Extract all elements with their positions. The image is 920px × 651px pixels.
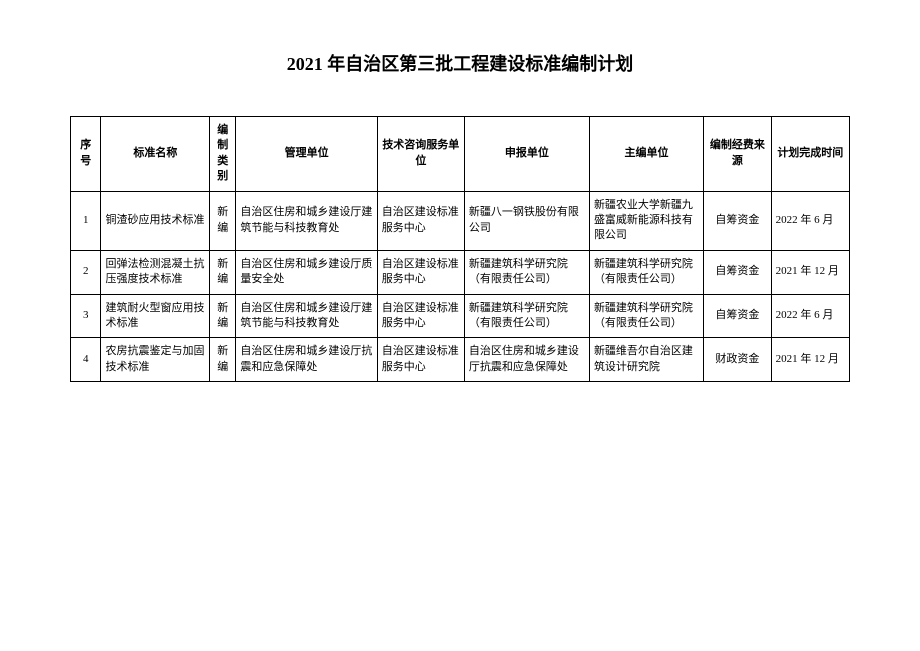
cell-apply: 新疆建筑科学研究院（有限责任公司） bbox=[464, 294, 589, 338]
header-name: 标准名称 bbox=[101, 117, 210, 192]
cell-fund: 自筹资金 bbox=[704, 250, 771, 294]
cell-editor: 新疆建筑科学研究院（有限责任公司） bbox=[589, 250, 703, 294]
header-tech: 技术咨询服务单位 bbox=[377, 117, 464, 192]
cell-seq: 1 bbox=[71, 191, 101, 250]
table-row: 2 回弹法检测混凝土抗压强度技术标准 新编 自治区住房和城乡建设厅质量安全处 自… bbox=[71, 250, 850, 294]
cell-tech: 自治区建设标准服务中心 bbox=[377, 294, 464, 338]
header-type: 编制类别 bbox=[210, 117, 236, 192]
cell-fund: 自筹资金 bbox=[704, 191, 771, 250]
cell-time: 2022 年 6 月 bbox=[771, 191, 849, 250]
cell-tech: 自治区建设标准服务中心 bbox=[377, 191, 464, 250]
cell-editor: 新疆建筑科学研究院（有限责任公司） bbox=[589, 294, 703, 338]
header-mgmt: 管理单位 bbox=[236, 117, 377, 192]
cell-seq: 3 bbox=[71, 294, 101, 338]
cell-mgmt: 自治区住房和城乡建设厅建筑节能与科技教育处 bbox=[236, 191, 377, 250]
cell-time: 2021 年 12 月 bbox=[771, 250, 849, 294]
cell-name: 建筑耐火型窗应用技术标准 bbox=[101, 294, 210, 338]
cell-mgmt: 自治区住房和城乡建设厅建筑节能与科技教育处 bbox=[236, 294, 377, 338]
cell-tech: 自治区建设标准服务中心 bbox=[377, 250, 464, 294]
table-row: 3 建筑耐火型窗应用技术标准 新编 自治区住房和城乡建设厅建筑节能与科技教育处 … bbox=[71, 294, 850, 338]
cell-seq: 2 bbox=[71, 250, 101, 294]
cell-type: 新编 bbox=[210, 338, 236, 382]
table-row: 1 铜渣砂应用技术标准 新编 自治区住房和城乡建设厅建筑节能与科技教育处 自治区… bbox=[71, 191, 850, 250]
table-row: 4 农房抗震鉴定与加固技术标准 新编 自治区住房和城乡建设厅抗震和应急保障处 自… bbox=[71, 338, 850, 382]
cell-mgmt: 自治区住房和城乡建设厅质量安全处 bbox=[236, 250, 377, 294]
cell-name: 回弹法检测混凝土抗压强度技术标准 bbox=[101, 250, 210, 294]
cell-name: 农房抗震鉴定与加固技术标准 bbox=[101, 338, 210, 382]
cell-time: 2021 年 12 月 bbox=[771, 338, 849, 382]
cell-editor: 新疆农业大学新疆九盛富威新能源科技有限公司 bbox=[589, 191, 703, 250]
standards-table: 序号 标准名称 编制类别 管理单位 技术咨询服务单位 申报单位 主编单位 编制经… bbox=[70, 116, 850, 382]
cell-time: 2022 年 6 月 bbox=[771, 294, 849, 338]
cell-type: 新编 bbox=[210, 191, 236, 250]
header-seq: 序号 bbox=[71, 117, 101, 192]
cell-name: 铜渣砂应用技术标准 bbox=[101, 191, 210, 250]
cell-fund: 自筹资金 bbox=[704, 294, 771, 338]
cell-type: 新编 bbox=[210, 294, 236, 338]
cell-type: 新编 bbox=[210, 250, 236, 294]
table-header-row: 序号 标准名称 编制类别 管理单位 技术咨询服务单位 申报单位 主编单位 编制经… bbox=[71, 117, 850, 192]
page-title: 2021 年自治区第三批工程建设标准编制计划 bbox=[70, 50, 850, 76]
cell-seq: 4 bbox=[71, 338, 101, 382]
cell-editor: 新疆维吾尔自治区建筑设计研究院 bbox=[589, 338, 703, 382]
header-time: 计划完成时间 bbox=[771, 117, 849, 192]
cell-fund: 财政资金 bbox=[704, 338, 771, 382]
header-fund: 编制经费来源 bbox=[704, 117, 771, 192]
cell-apply: 自治区住房和城乡建设厅抗震和应急保障处 bbox=[464, 338, 589, 382]
header-editor: 主编单位 bbox=[589, 117, 703, 192]
header-apply: 申报单位 bbox=[464, 117, 589, 192]
cell-apply: 新疆建筑科学研究院（有限责任公司） bbox=[464, 250, 589, 294]
cell-mgmt: 自治区住房和城乡建设厅抗震和应急保障处 bbox=[236, 338, 377, 382]
cell-apply: 新疆八一钢铁股份有限公司 bbox=[464, 191, 589, 250]
cell-tech: 自治区建设标准服务中心 bbox=[377, 338, 464, 382]
